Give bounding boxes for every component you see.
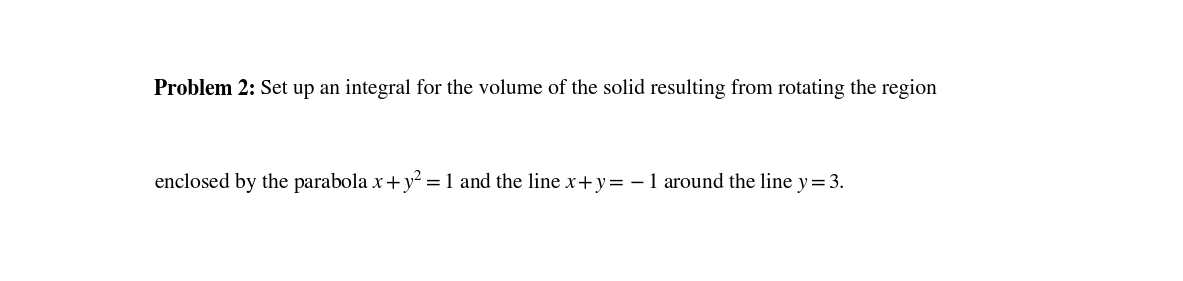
Text: Set up an integral for the volume of the solid resulting from rotating the regio: Set up an integral for the volume of the… (256, 79, 937, 99)
Text: Problem 2:: Problem 2: (154, 79, 256, 100)
Text: enclosed by the parabola $x + y^2 = 1$ and the line $x + y = -1$ around the line: enclosed by the parabola $x + y^2 = 1$ a… (154, 169, 845, 196)
